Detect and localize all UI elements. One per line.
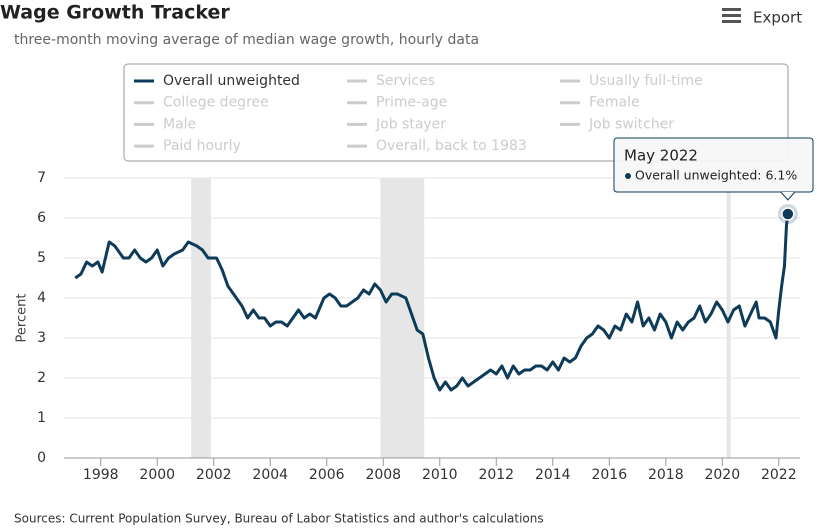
legend-item[interactable]: Job switcher: [560, 116, 674, 132]
x-tick-label: 2012: [478, 467, 514, 483]
y-tick-label: 3: [37, 330, 46, 346]
legend-label[interactable]: Prime-age: [376, 95, 447, 111]
chart-title: Wage Growth Tracker: [0, 2, 230, 24]
x-tick-label: 2006: [309, 467, 345, 483]
chart-subtitle: three-month moving average of median wag…: [14, 32, 479, 48]
legend-item[interactable]: Overall, back to 1983: [347, 138, 527, 154]
legend-label[interactable]: Overall unweighted: [163, 73, 300, 89]
x-tick-label: 2014: [535, 467, 571, 483]
legend-label[interactable]: Overall, back to 1983: [376, 138, 527, 154]
export-button[interactable]: Export: [722, 8, 802, 27]
tooltip-pointer: [780, 191, 796, 201]
recession-band: [380, 178, 425, 458]
legend-item[interactable]: Male: [134, 116, 196, 132]
y-tick-label: 2: [37, 370, 46, 386]
legend-item[interactable]: Female: [560, 95, 640, 111]
x-tick-label: 2018: [648, 467, 684, 483]
legend-item[interactable]: Usually full-time: [560, 73, 703, 89]
menu-icon: [722, 20, 741, 23]
legend-label[interactable]: Male: [163, 116, 196, 132]
y-tick-label: 1: [37, 410, 46, 426]
x-tick-label: 2008: [365, 467, 401, 483]
legend-label[interactable]: Job switcher: [588, 116, 674, 132]
legend-box: [123, 63, 789, 162]
x-tick-label: 2022: [761, 467, 797, 483]
y-tick-label: 5: [37, 250, 46, 266]
export-label[interactable]: Export: [753, 9, 802, 27]
y-axis-label: Percent: [15, 294, 30, 343]
legend-label[interactable]: Services: [376, 73, 435, 89]
x-tick-label: 2010: [422, 467, 458, 483]
recession-band: [191, 178, 211, 458]
legend-item[interactable]: Paid hourly: [134, 138, 241, 154]
source-note: Sources: Current Population Survey, Bure…: [14, 512, 544, 526]
data-line: [74, 213, 790, 392]
menu-icon: [722, 14, 741, 17]
legend-label[interactable]: Usually full-time: [589, 73, 703, 89]
legend-label[interactable]: College degree: [163, 95, 269, 111]
legend-item[interactable]: Services: [347, 73, 435, 89]
x-tick-label: 2004: [252, 467, 288, 483]
y-tick-label: 4: [37, 290, 46, 306]
legend-item[interactable]: Overall unweighted: [134, 73, 300, 89]
legend-item[interactable]: College degree: [134, 95, 269, 111]
x-tick-label: 2016: [591, 467, 627, 483]
legend-item[interactable]: Prime-age: [347, 95, 447, 111]
y-tick-label: 6: [37, 210, 46, 226]
legend-item[interactable]: Job stayer: [347, 116, 446, 132]
legend-label[interactable]: Paid hourly: [163, 138, 241, 154]
x-tick-label: 2000: [139, 467, 175, 483]
legend-label[interactable]: Job stayer: [375, 116, 446, 132]
data-point: [781, 207, 795, 221]
menu-icon: [722, 8, 741, 11]
x-tick-label: 2002: [196, 467, 232, 483]
tooltip-dot: [625, 173, 631, 179]
legend-label[interactable]: Female: [589, 95, 640, 111]
y-tick-label: 7: [37, 170, 46, 186]
y-tick-label: 0: [37, 450, 46, 466]
x-tick-label: 2020: [704, 467, 740, 483]
tooltip-text: Overall unweighted: 6.1%: [635, 168, 797, 183]
tooltip-box: [613, 137, 814, 193]
x-tick-label: 1998: [83, 467, 119, 483]
tooltip-title: May 2022: [624, 147, 698, 165]
